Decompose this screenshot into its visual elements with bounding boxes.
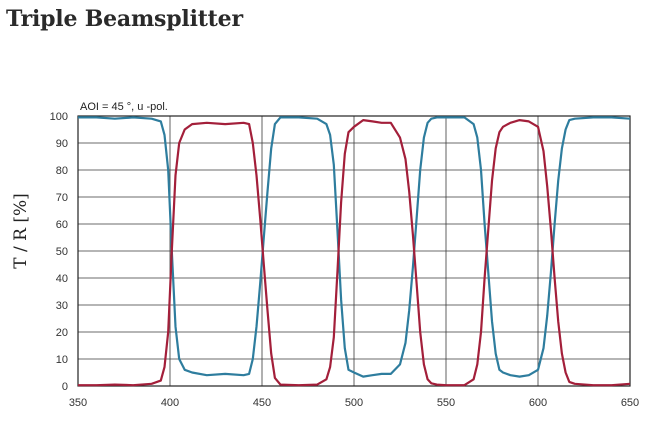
- y-tick-label: 40: [56, 273, 68, 285]
- y-tick-label: 100: [50, 111, 68, 123]
- y-tick-label: 70: [56, 192, 68, 204]
- x-tick-label: 550: [437, 397, 455, 409]
- y-tick-label: 80: [56, 165, 68, 177]
- y-tick-label: 60: [56, 219, 68, 231]
- y-tick-label: 50: [56, 246, 68, 258]
- x-tick-label: 650: [621, 397, 639, 409]
- chart-annotation: AOI = 45 °, u -pol.: [80, 101, 168, 113]
- page-title: Triple Beamsplitter: [6, 6, 243, 32]
- y-tick-label: 10: [56, 354, 68, 366]
- x-tick-label: 600: [529, 397, 547, 409]
- x-tick-label: 450: [253, 397, 271, 409]
- x-tick-label: 500: [345, 397, 363, 409]
- y-axis-label: T / R [%]: [11, 193, 31, 269]
- y-tick-label: 30: [56, 300, 68, 312]
- x-tick-label: 350: [69, 397, 87, 409]
- x-tick-label: 400: [161, 397, 179, 409]
- y-tick-label: 0: [62, 381, 68, 393]
- plot-frame: [77, 115, 631, 387]
- series-line-1: [78, 116, 631, 378]
- y-tick-label: 20: [56, 327, 68, 339]
- series-line-2: [78, 118, 631, 387]
- y-tick-label: 90: [56, 138, 68, 150]
